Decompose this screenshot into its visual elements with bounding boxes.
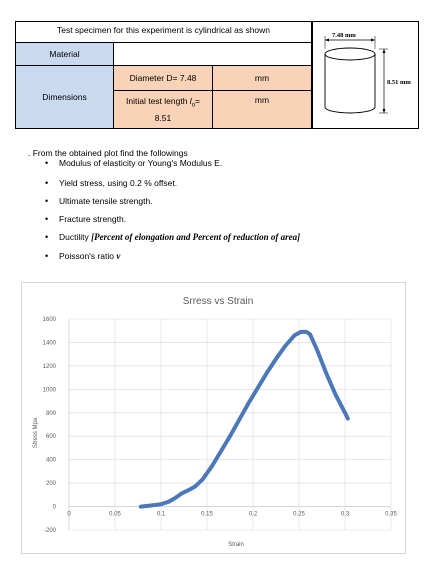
bullet-icon: • <box>45 232 49 242</box>
grid-lines <box>68 318 392 531</box>
list-item: • Yield stress, using 0.2 % offset. <box>45 178 178 189</box>
diameter-unit: mm <box>213 66 312 91</box>
bullet-icon: • <box>45 214 49 224</box>
bullet-icon: • <box>45 158 49 168</box>
length-subscript: o <box>191 102 196 109</box>
list-item: • Fracture strength. <box>45 214 127 225</box>
length-symbol: l <box>189 96 192 107</box>
poisson-text: Poisson's ratio <box>59 251 117 261</box>
y-tick-label: 600 <box>46 434 57 440</box>
list-item: • Ultimate tensile strength. <box>45 196 153 207</box>
length-label-cell: Initial test length lo= 8.51 <box>113 91 213 129</box>
list-item: • Ductility [Percent of elongation and Pe… <box>45 232 301 243</box>
instructions-intro: . From the obtained plot find the follow… <box>28 148 188 158</box>
y-tick-label: 1200 <box>43 364 57 370</box>
x-tick-label: 0.35 <box>385 512 397 518</box>
cylinder-diagram: 7.48 mm 8.51 mm <box>324 32 411 114</box>
task-text: Ultimate tensile strength. <box>59 196 153 206</box>
bullet-icon: • <box>45 196 49 206</box>
y-tick-label: 200 <box>46 481 57 487</box>
y-tick-label: 1000 <box>43 387 57 393</box>
y-tick-label: 0 <box>53 505 57 511</box>
x-tick-label: 0.05 <box>109 512 121 518</box>
dimensions-label: Dimensions <box>15 66 113 129</box>
material-label: Material <box>15 42 113 66</box>
diagram-diameter-label: 7.48 mm <box>332 32 356 39</box>
length-label: Initial test length lo= <box>126 96 200 109</box>
bullet-icon: • <box>45 178 49 188</box>
task-text: Modulus of elasticity or Young's Modulus… <box>59 158 223 168</box>
x-tick-label: 0.1 <box>157 512 166 518</box>
y-tick-label: 400 <box>46 458 57 464</box>
specimen-diagram: 7.48 mm 8.51 mm <box>312 21 419 129</box>
x-tick-label: 0.15 <box>201 512 213 518</box>
x-tick-label: 0.3 <box>341 512 350 518</box>
bullet-icon: • <box>45 251 49 261</box>
chart-canvas: Srress vs Strain -200 0 200 400 600 800 1000 12… <box>33 296 397 548</box>
length-value: 8.51 <box>154 112 172 123</box>
list-item: • Poisson's ratio ν <box>45 251 121 262</box>
task-text: Fracture strength. <box>59 214 127 224</box>
x-tick-label: 0.25 <box>293 512 305 518</box>
ductility-text: Ductility <box>59 232 92 242</box>
length-unit: mm <box>213 91 312 129</box>
x-axis-ticks: 0 0.05 0.1 0.15 0.2 0.25 0.3 0.35 <box>67 512 397 518</box>
material-value <box>113 42 312 66</box>
ductility-emphasis: [Percent of elongation and Percent of re… <box>91 232 301 242</box>
length-label-prefix: Initial test length <box>126 96 190 107</box>
chart-title: Srress vs Strain <box>183 296 254 307</box>
list-item: • Modulus of elasticity or Young's Modulu… <box>45 158 223 169</box>
poisson-symbol: ν <box>116 251 121 261</box>
x-axis-title: Strain <box>228 542 244 548</box>
length-label-suffix: = <box>195 96 200 107</box>
series-layer <box>138 329 350 509</box>
y-tick-label: -200 <box>44 528 57 534</box>
y-tick-label: 800 <box>46 411 57 417</box>
x-tick-label: 0.2 <box>249 512 258 518</box>
task-text: Yield stress, using 0.2 % offset. <box>59 178 178 188</box>
table-title: Test specimen for this experiment is cyl… <box>15 21 312 42</box>
stress-strain-chart: Srress vs Strain -200 0 200 400 600 800 1000 12… <box>21 282 406 554</box>
diameter-label: Diameter D= 7.48 <box>113 66 213 91</box>
specimen-table: Test specimen for this experiment is cyl… <box>15 21 419 129</box>
y-tick-label: 1400 <box>43 340 57 346</box>
x-tick-label: 0 <box>67 512 71 518</box>
y-axis-title: Stress Mpa <box>33 417 39 448</box>
y-axis-ticks: -200 0 200 400 600 800 1000 1200 1400 1600 <box>43 317 57 534</box>
stress-strain-series-line <box>138 329 350 509</box>
diagram-length-label: 8.51 mm <box>387 79 411 86</box>
y-tick-label: 1600 <box>43 317 57 323</box>
